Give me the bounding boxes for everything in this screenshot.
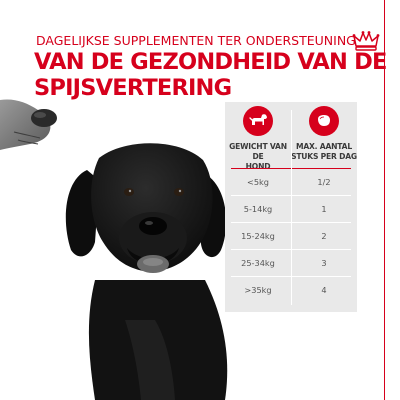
subtitle: DAGELIJKSE SUPPLEMENTEN TER ONDERSTEUNIN… [36, 33, 356, 48]
count-column-header: MAX. AANTAL STUKS PER DAG [291, 102, 357, 180]
weight-column-header: GEWICHT VAN DE HOND [225, 102, 291, 180]
supplement-chew-icon [309, 106, 339, 136]
count-header-line-1: MAX. AANTAL [295, 142, 353, 151]
page-title: VAN DE GEZONDHEID VAN DE SPIJSVERTERING [34, 49, 387, 101]
weight-cell: 25-34kg [241, 258, 275, 268]
count-cell: 1 [321, 204, 327, 214]
count-cell: 1/2 [317, 177, 331, 187]
table-row: 5-14kg 1 [225, 196, 357, 223]
table-row: 15-24kg 2 [225, 223, 357, 250]
hand-with-treat-image [0, 99, 57, 150]
weight-header-line-1: GEWICHT VAN DE [229, 142, 287, 161]
weight-cell: 5-14kg [243, 204, 273, 214]
weight-header-line-2: HOND [245, 162, 271, 171]
weight-header-label: GEWICHT VAN DE HOND [225, 142, 291, 172]
count-header-label: MAX. AANTAL STUKS PER DAG [291, 142, 357, 162]
row-divider [231, 222, 351, 223]
crown-icon [352, 31, 380, 51]
row-divider [231, 195, 351, 196]
table-row: 25-34kg 3 [225, 250, 357, 277]
dosage-table: GEWICHT VAN DE HOND MAX. AANTAL STUKS PE… [225, 102, 357, 312]
count-cell: 3 [321, 258, 327, 268]
table-row: >35kg 4 [225, 277, 357, 304]
count-cell: 2 [321, 231, 327, 241]
title-line-1: VAN DE GEZONDHEID VAN DE [34, 49, 387, 75]
row-divider [231, 276, 351, 277]
dog-icon [243, 106, 273, 136]
count-cell: 4 [321, 285, 327, 295]
count-header-line-2: STUKS PER DAG [291, 152, 357, 161]
weight-cell: >35kg [244, 285, 272, 295]
weight-cell: <5kg [246, 177, 269, 187]
title-line-2: SPIJSVERTERING [34, 75, 232, 101]
column-divider [291, 110, 292, 305]
accent-vertical-line [384, 0, 385, 400]
black-labrador-image [65, 143, 228, 400]
weight-cell: 15-24kg [241, 231, 275, 241]
table-row: <5kg 1/2 [225, 169, 357, 196]
row-divider [231, 249, 351, 250]
